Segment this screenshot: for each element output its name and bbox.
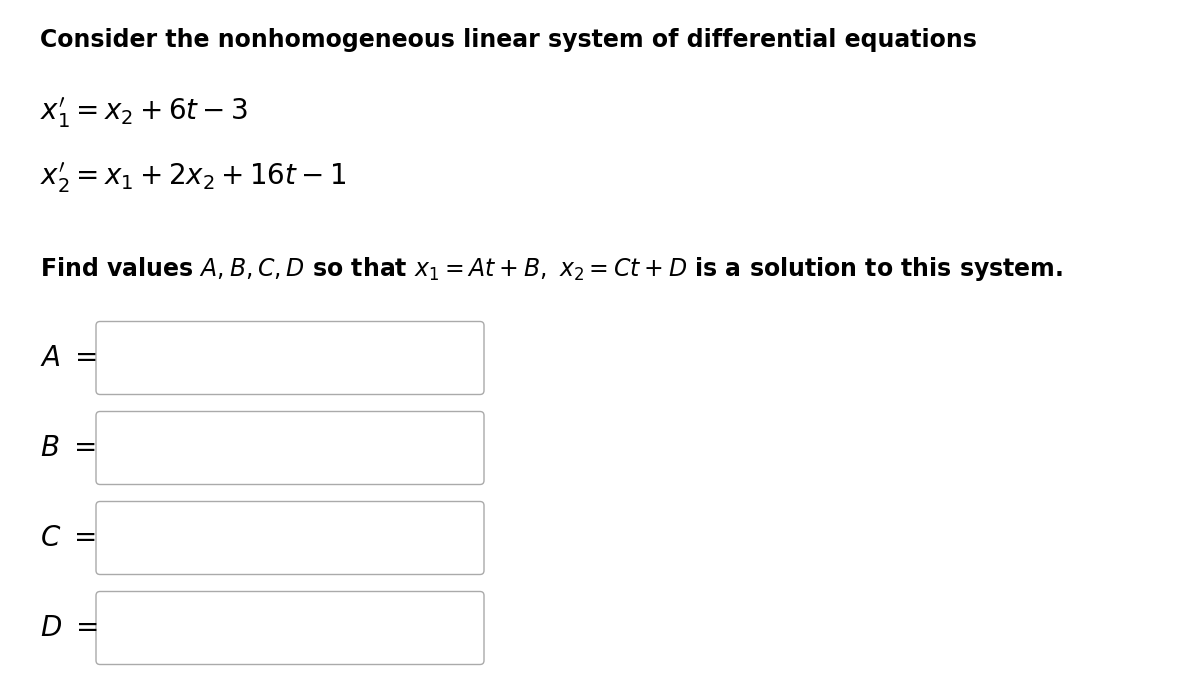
Text: $x_2'= x_1 + 2x_2 + 16t - 1$: $x_2'= x_1 + 2x_2 + 16t - 1$ bbox=[40, 160, 347, 194]
Text: $B$ $=$: $B$ $=$ bbox=[40, 434, 96, 462]
Text: $A$ $=$: $A$ $=$ bbox=[40, 344, 97, 372]
FancyBboxPatch shape bbox=[96, 502, 484, 574]
FancyBboxPatch shape bbox=[96, 592, 484, 664]
Text: Consider the nonhomogeneous linear system of differential equations: Consider the nonhomogeneous linear syste… bbox=[40, 28, 977, 52]
Text: $C$ $=$: $C$ $=$ bbox=[40, 524, 96, 552]
Text: $D$ $=$: $D$ $=$ bbox=[40, 614, 98, 642]
FancyBboxPatch shape bbox=[96, 322, 484, 394]
Text: Find values $A, B, C, D$ so that $x_1 = At + B,\ x_2 = Ct + D$ is a solution to : Find values $A, B, C, D$ so that $x_1 = … bbox=[40, 255, 1063, 283]
Text: $x_1'= x_2 + 6t - 3$: $x_1'= x_2 + 6t - 3$ bbox=[40, 95, 248, 130]
FancyBboxPatch shape bbox=[96, 412, 484, 484]
